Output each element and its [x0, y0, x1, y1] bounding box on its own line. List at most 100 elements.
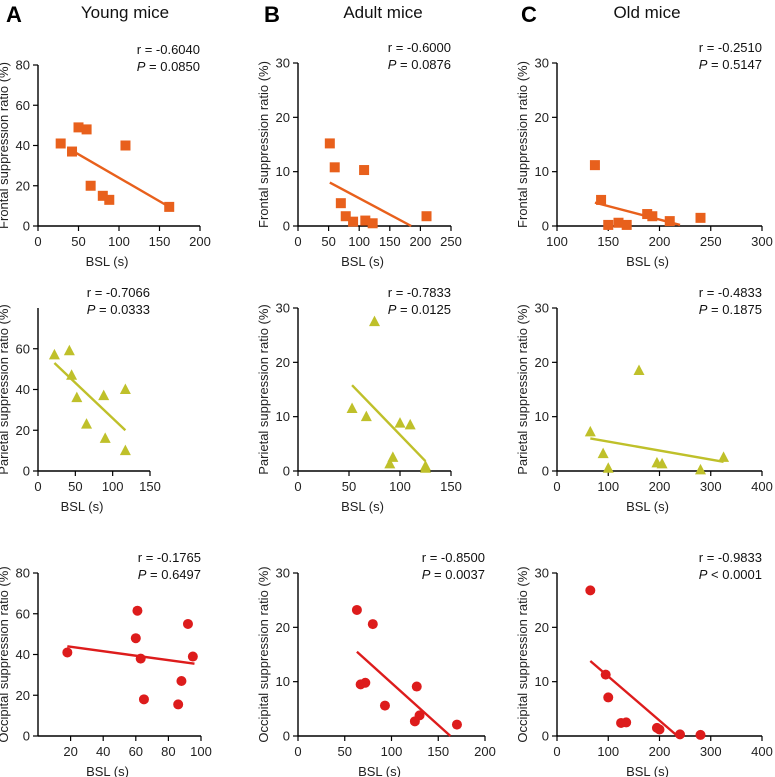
data-point-triangle: [420, 462, 431, 473]
data-point-square: [67, 146, 78, 157]
y-axis-label: Frontal suppression ratio (%): [515, 61, 530, 228]
y-tick-label: 10: [276, 164, 290, 179]
data-point-square: [359, 165, 370, 176]
data-point-triangle: [656, 457, 668, 469]
data-point-square: [695, 212, 706, 223]
y-tick-label: 80: [16, 566, 30, 581]
scatter-panel-C-frontal: 0 10 20 30 100 150 200 250 300 BSL (s) Frontal sup…: [515, 40, 773, 269]
data-point-circle: [379, 700, 390, 711]
data-point-circle: [360, 677, 371, 688]
stat-p-label: P: [388, 302, 397, 317]
x-tick-label: 300: [700, 744, 722, 759]
data-point-triangle: [718, 451, 730, 462]
x-tick-label: 0: [553, 744, 560, 759]
stat-p-value: P = 0.0037: [422, 567, 485, 582]
x-tick-label: 0: [553, 479, 560, 494]
data-point-circle: [182, 618, 193, 629]
regression-line: [67, 645, 195, 665]
data-point-circle: [62, 647, 73, 658]
data-point-square: [621, 219, 632, 230]
y-tick-label: 0: [283, 729, 290, 744]
y-axis-label: Occipital suppression ratio (%): [256, 566, 271, 742]
x-tick-label: 80: [161, 744, 175, 759]
y-tick-label: 10: [276, 674, 290, 689]
y-axis-label: Frontal suppression ratio (%): [0, 62, 11, 229]
stat-r-value: r = -0.6040: [137, 42, 200, 57]
data-point-square: [421, 211, 432, 222]
y-tick-label: 20: [535, 620, 549, 635]
data-point-square: [73, 122, 84, 133]
stat-r-value: r = -0.2510: [699, 40, 762, 55]
x-tick-label: 100: [597, 479, 619, 494]
scatter-panel-A-frontal: 0 20 40 60 80 0 50 100 150 200 BSL (s) Frontal supp…: [0, 42, 211, 269]
data-point-circle: [675, 729, 685, 740]
data-point-triangle: [119, 444, 131, 456]
x-axis-label: BSL (s): [86, 254, 129, 269]
x-axis-label: BSL (s): [86, 764, 129, 777]
regression-line: [356, 650, 452, 737]
data-point-circle: [351, 604, 362, 615]
y-tick-label: 0: [542, 219, 549, 234]
stat-p-label: P: [87, 302, 96, 317]
y-tick-label: 40: [16, 647, 30, 662]
y-tick-label: 20: [276, 110, 290, 125]
panel-letter-a: A: [6, 2, 22, 27]
data-point-triangle: [602, 462, 614, 473]
y-tick-label: 0: [542, 464, 549, 479]
data-point-triangle: [71, 391, 83, 403]
y-tick-label: 80: [16, 58, 30, 73]
x-tick-label: 150: [139, 479, 161, 494]
y-tick-label: 0: [542, 729, 549, 744]
data-point-triangle: [597, 447, 609, 459]
x-tick-label: 100: [102, 479, 124, 494]
data-point-square: [329, 162, 340, 173]
data-point-square: [642, 209, 653, 220]
stat-p-number: = 0.0333: [95, 302, 150, 317]
data-point-circle: [695, 729, 706, 740]
data-point-triangle: [387, 451, 399, 462]
x-tick-label: 200: [649, 479, 671, 494]
stat-p-number: = 0.0125: [396, 302, 451, 317]
x-tick-label: 0: [34, 479, 41, 494]
x-tick-label: 50: [68, 479, 82, 494]
x-tick-label: 0: [294, 479, 301, 494]
x-tick-label: 50: [321, 234, 335, 249]
data-point-circle: [135, 653, 146, 664]
x-tick-label: 40: [96, 744, 110, 759]
stat-r-value: r = -0.9833: [699, 550, 762, 565]
y-tick-label: 0: [23, 729, 30, 744]
data-point-circle: [411, 681, 422, 692]
data-point-square: [335, 198, 346, 209]
stat-p-value: P = 0.0850: [137, 59, 200, 74]
x-tick-label: 150: [379, 234, 401, 249]
data-point-square: [647, 211, 658, 222]
y-tick-label: 20: [535, 355, 549, 370]
y-tick-label: 10: [535, 674, 549, 689]
stat-p-label: P: [137, 59, 146, 74]
column-b-header: B Adult mice: [264, 2, 423, 27]
column-a-header: A Young mice: [6, 2, 169, 27]
x-tick-label: 0: [294, 234, 301, 249]
data-point-circle: [130, 633, 141, 644]
data-point-triangle: [394, 417, 406, 428]
x-tick-label: 20: [63, 744, 77, 759]
data-point-triangle: [119, 383, 131, 394]
x-tick-label: 50: [71, 234, 85, 249]
stat-p-label: P: [138, 567, 147, 582]
y-tick-label: 0: [23, 219, 30, 234]
y-tick-label: 20: [535, 110, 549, 125]
y-tick-label: 60: [16, 606, 30, 621]
x-tick-label: 100: [348, 234, 370, 249]
data-point-triangle: [695, 463, 706, 475]
y-tick-label: 20: [16, 178, 30, 193]
y-tick-label: 10: [535, 409, 549, 424]
data-point-square: [613, 217, 624, 228]
scatter-panel-A-occipital: 0 20 40 60 80 20 40 60 80 100 BSL (s) Occipital sup…: [0, 550, 212, 777]
data-point-circle: [621, 717, 632, 728]
y-tick-label: 0: [23, 464, 30, 479]
y-tick-label: 10: [535, 164, 549, 179]
